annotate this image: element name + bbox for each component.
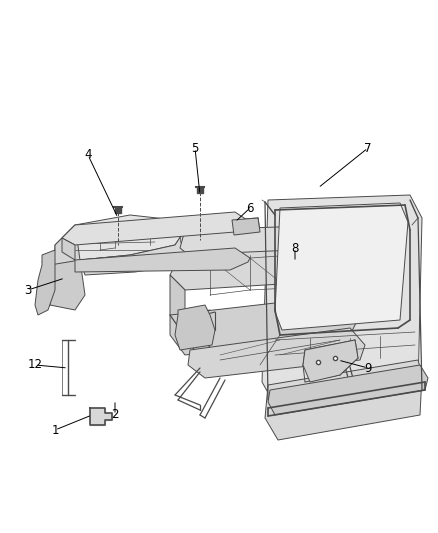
Polygon shape bbox=[35, 250, 55, 315]
Polygon shape bbox=[268, 365, 428, 415]
Polygon shape bbox=[303, 340, 358, 382]
Polygon shape bbox=[170, 275, 185, 330]
Text: 7: 7 bbox=[364, 141, 372, 155]
Polygon shape bbox=[55, 215, 185, 260]
Polygon shape bbox=[50, 260, 85, 310]
Text: 2: 2 bbox=[111, 408, 119, 422]
Text: 3: 3 bbox=[25, 284, 32, 296]
Text: 12: 12 bbox=[28, 359, 42, 372]
Polygon shape bbox=[188, 328, 365, 378]
Polygon shape bbox=[265, 360, 422, 440]
Text: 5: 5 bbox=[191, 141, 199, 155]
Polygon shape bbox=[175, 305, 215, 350]
Polygon shape bbox=[170, 248, 355, 290]
Text: 6: 6 bbox=[246, 201, 254, 214]
Text: 4: 4 bbox=[84, 149, 92, 161]
Polygon shape bbox=[275, 203, 408, 330]
Polygon shape bbox=[80, 230, 195, 275]
Text: 8: 8 bbox=[291, 241, 299, 254]
Polygon shape bbox=[90, 408, 112, 425]
Polygon shape bbox=[232, 218, 260, 235]
Text: 9: 9 bbox=[364, 361, 372, 375]
Text: 1: 1 bbox=[51, 424, 59, 437]
Polygon shape bbox=[180, 225, 360, 260]
Polygon shape bbox=[42, 225, 80, 280]
Polygon shape bbox=[75, 248, 250, 272]
Polygon shape bbox=[62, 238, 75, 260]
Polygon shape bbox=[170, 295, 360, 355]
Polygon shape bbox=[62, 212, 250, 245]
Polygon shape bbox=[262, 195, 422, 405]
